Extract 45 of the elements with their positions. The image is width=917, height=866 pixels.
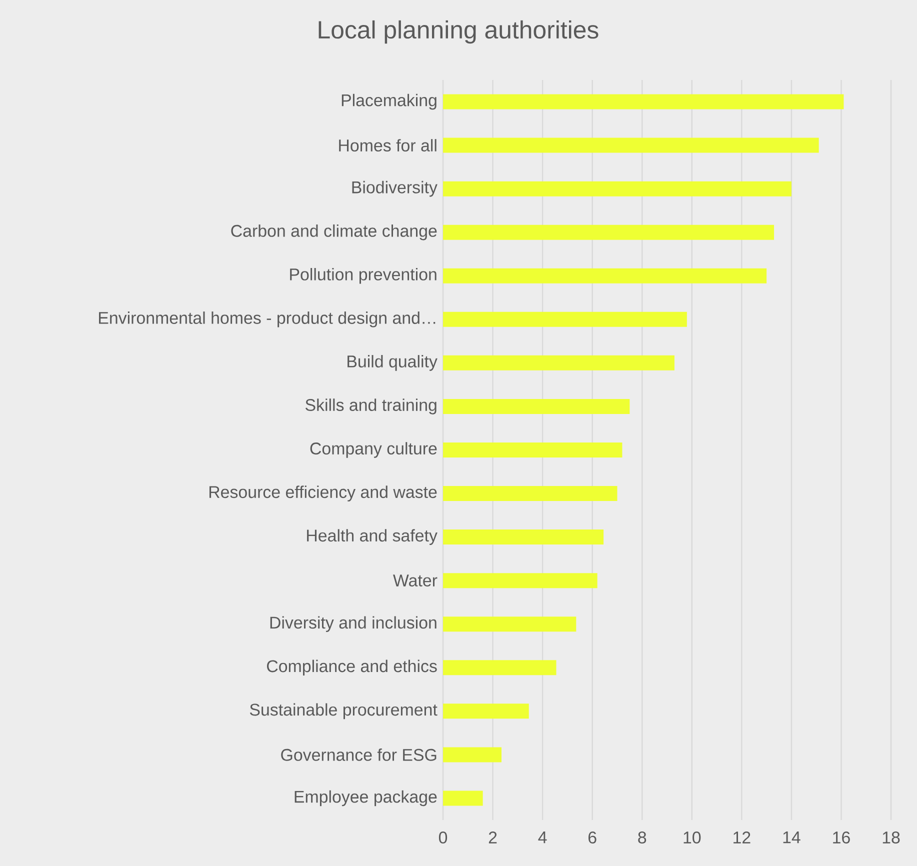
bar (443, 355, 674, 370)
y-tick-label: Carbon and climate change (231, 224, 437, 240)
x-tick-label: 0 (438, 832, 448, 844)
y-tick-label: Skills and training (306, 398, 436, 414)
y-tick-label: Pollution prevention (290, 268, 436, 284)
x-tick-label: 12 (734, 832, 750, 844)
y-tick-label: Company culture (310, 442, 437, 458)
bar (443, 138, 819, 153)
chart-title: Local planning authorities (318, 20, 598, 44)
bar (443, 573, 598, 588)
x-tick-label: 10 (684, 832, 701, 844)
bar (443, 486, 618, 502)
bar (443, 530, 604, 545)
bar (443, 224, 774, 240)
y-tick-label: Homes for all (339, 139, 436, 152)
bar (443, 704, 529, 719)
x-tick-label: 16 (833, 832, 850, 844)
y-tick-label: Resource efficiency and waste (209, 486, 437, 502)
bar (443, 181, 792, 196)
bar (443, 94, 844, 110)
y-tick-label: Governance for ESG (281, 748, 436, 761)
y-tick-label: Compliance and ethics (267, 660, 437, 676)
bar (443, 398, 630, 414)
bar (443, 790, 483, 806)
x-tick-label: 6 (588, 832, 596, 844)
y-tick-label: Placemaking (342, 94, 436, 110)
x-tick-label: 14 (783, 832, 800, 844)
y-tick-label: Water (393, 574, 438, 586)
bar (443, 660, 556, 676)
x-tick-label: 8 (638, 832, 646, 844)
bar (443, 268, 767, 284)
bar (443, 747, 502, 762)
y-tick-label: Environmental homes - product design and… (99, 312, 436, 328)
x-tick-label: 4 (538, 832, 547, 844)
y-tick-label: Diversity and inclusion (270, 616, 436, 632)
bar (443, 442, 622, 458)
x-tick-label: 18 (882, 832, 900, 844)
y-tick-label: Sustainable procurement (250, 703, 438, 720)
y-tick-label: Employee package (294, 790, 437, 806)
bar (443, 616, 576, 632)
y-tick-label: Build quality (348, 355, 438, 371)
y-tick-label: Biodiversity (352, 180, 438, 197)
x-tick-label: 2 (488, 832, 497, 844)
bar (443, 312, 687, 327)
y-tick-label: Health and safety (307, 529, 438, 545)
